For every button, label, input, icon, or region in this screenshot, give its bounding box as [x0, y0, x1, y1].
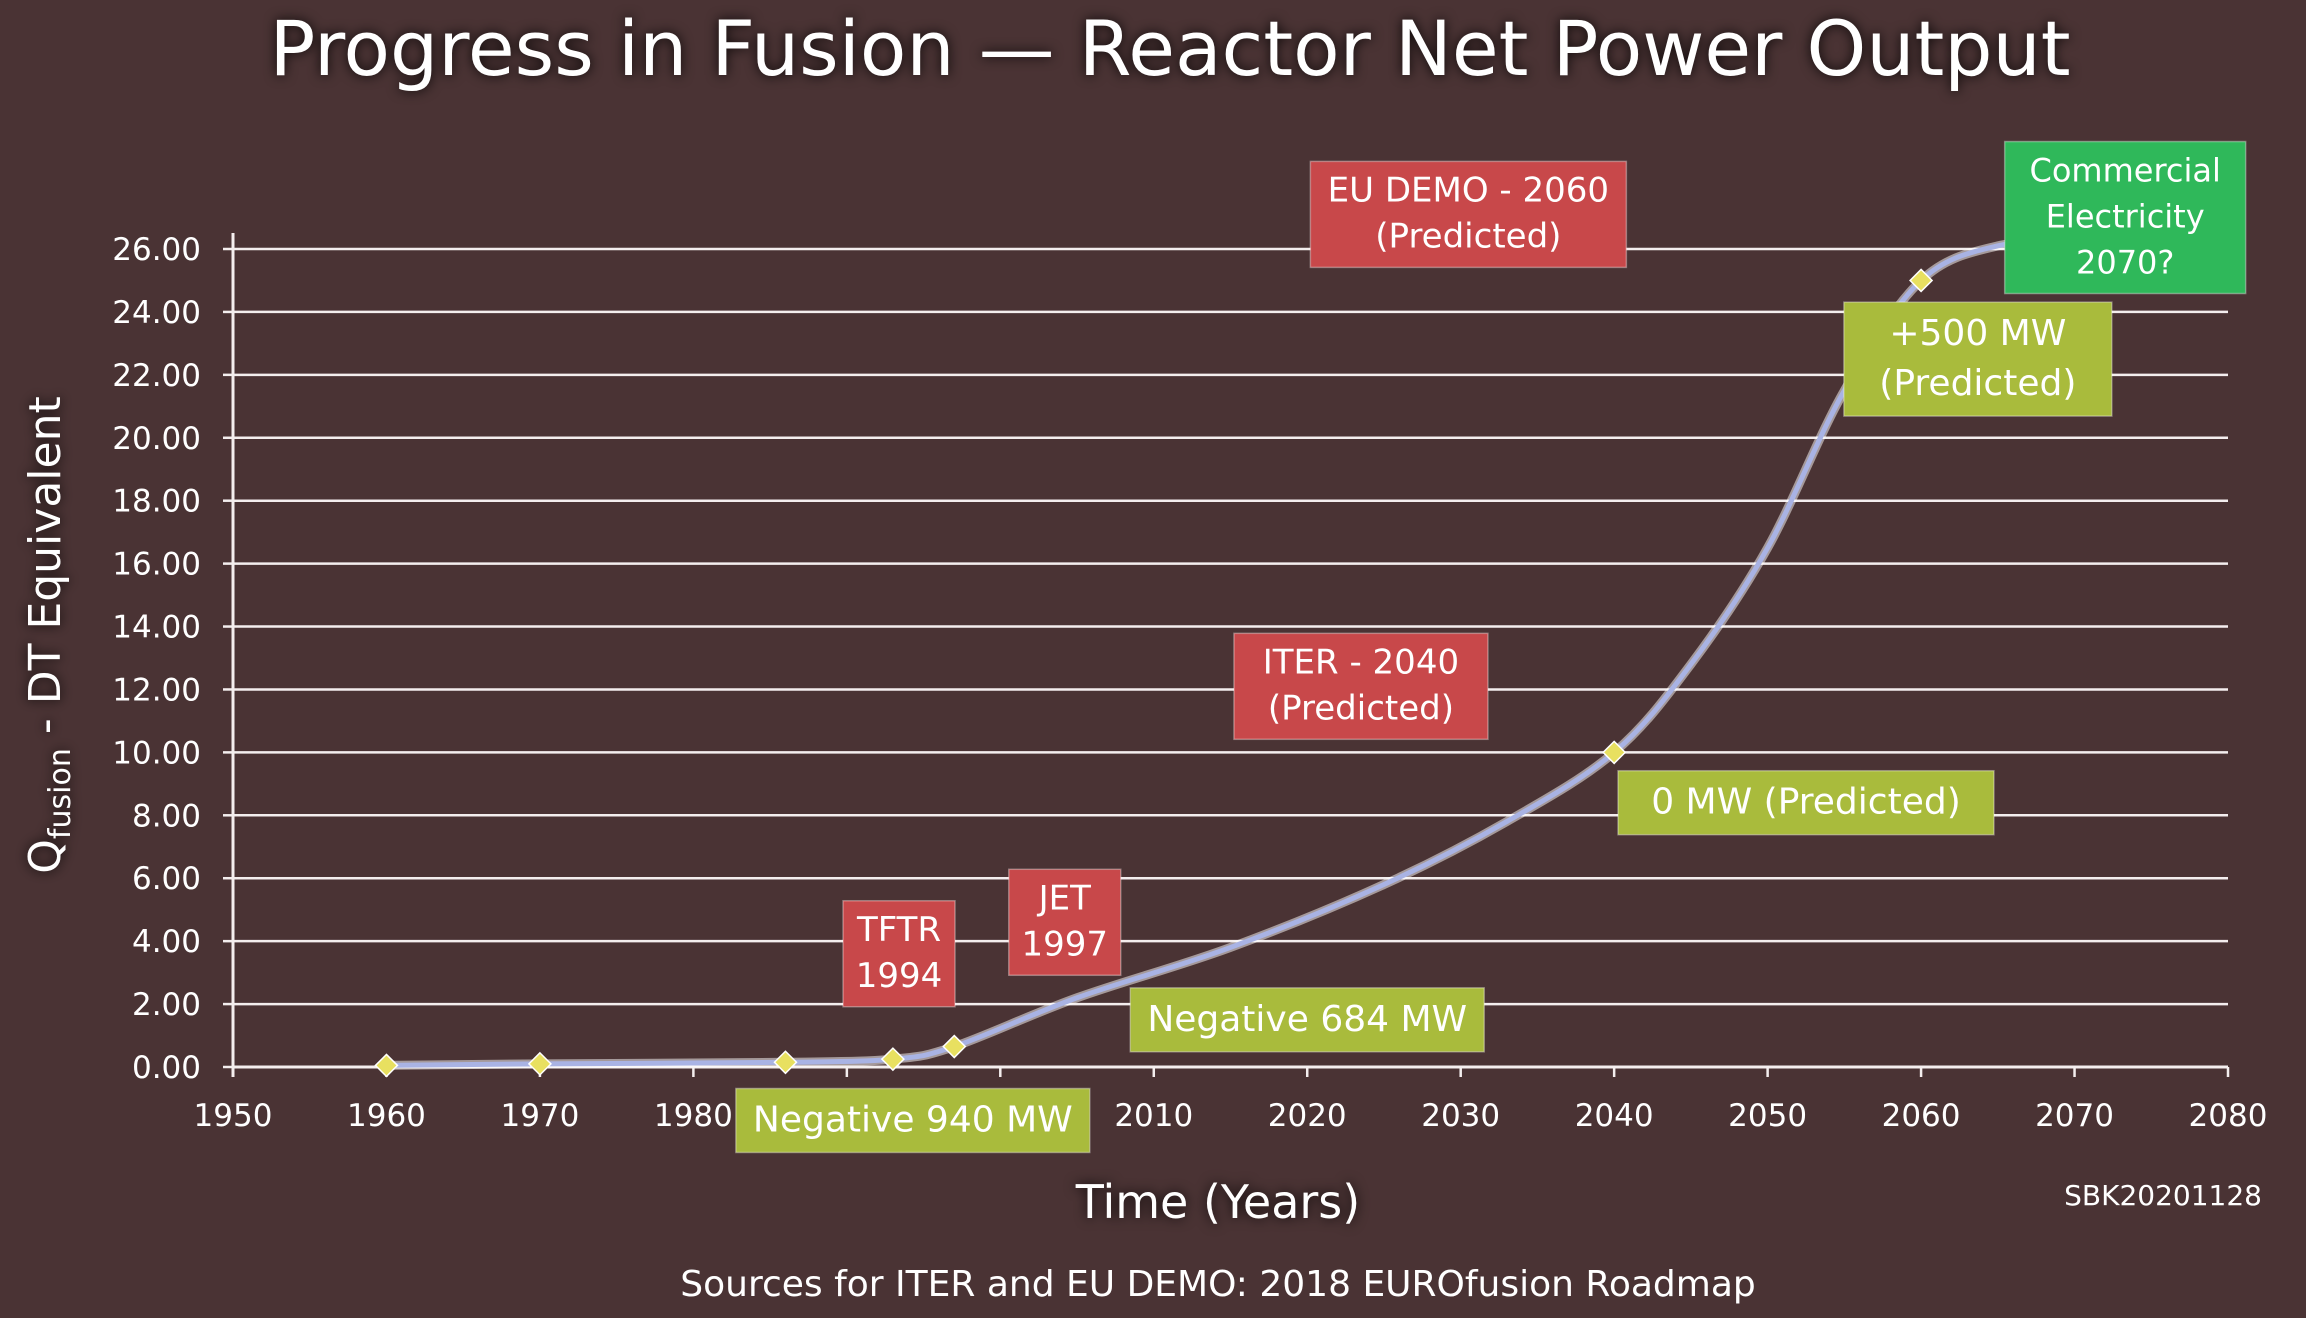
- annotation-red: TFTR 1994: [842, 899, 956, 1008]
- annotation-box: [842, 899, 956, 1008]
- y-tick-label: 14.00: [112, 610, 201, 646]
- y-tick-label: 18.00: [112, 484, 201, 520]
- x-tick-label: 2040: [1575, 1098, 1654, 1134]
- source-note: Sources for ITER and EU DEMO: 2018 EUROf…: [680, 1264, 1755, 1305]
- annotation-text: Negative 940 MW: [753, 1099, 1073, 1140]
- data-point: [880, 1047, 905, 1072]
- annotation-text: Commercial: [2029, 152, 2220, 190]
- data-point: [1909, 268, 1934, 293]
- data-point: [374, 1053, 399, 1078]
- x-tick-label: 1970: [500, 1098, 579, 1134]
- annotation-box: [2003, 140, 2247, 295]
- annotation-box: [1008, 868, 1122, 977]
- data-point: [942, 1034, 967, 1059]
- y-axis-label: Qfusion - DT Equivalent: [20, 396, 78, 873]
- data-point: [527, 1051, 552, 1076]
- y-tick-label: 26.00: [112, 232, 201, 268]
- annotation-yellowgreen: +500 MW (Predicted): [1843, 301, 2113, 417]
- annotation-text: 0 MW (Predicted): [1651, 782, 1961, 823]
- annotation-text: 2070?: [2076, 244, 2174, 282]
- annotation-text: ITER - 2040: [1263, 642, 1459, 682]
- annotation-box: [1233, 632, 1489, 741]
- y-tick-label: 20.00: [112, 421, 201, 457]
- data-point: [1602, 740, 1627, 765]
- annotation-text: 1994: [856, 956, 943, 996]
- annotation-text: Negative 684 MW: [1147, 999, 1467, 1040]
- data-points: [374, 230, 2087, 1078]
- x-tick-label: 2010: [1114, 1098, 1193, 1134]
- x-tick-label: 2070: [2035, 1098, 2114, 1134]
- annotation-text: Electricity: [2046, 198, 2205, 236]
- watermark: SBK20201128: [2064, 1179, 2262, 1212]
- annotation-box: [1617, 769, 1995, 836]
- annotation-yellowgreen: 0 MW (Predicted): [1617, 769, 1995, 836]
- y-tick-label: 4.00: [132, 924, 201, 960]
- annotation-yellowgreen: Negative 684 MW: [1129, 987, 1485, 1053]
- y-tick-label: 10.00: [112, 735, 201, 771]
- y-tick-label: 6.00: [132, 861, 201, 897]
- y-axis-label-rest: - DT Equivalent: [20, 396, 71, 748]
- x-axis-label: Time (Years): [1075, 1175, 1360, 1229]
- y-axis-label-main: Q: [20, 839, 71, 874]
- annotation-text: (Predicted): [1879, 363, 2076, 404]
- y-tick-label: 0.00: [132, 1050, 201, 1086]
- x-tick-label: 1960: [347, 1098, 426, 1134]
- y-tick-label: 12.00: [112, 672, 201, 708]
- y-tick-labels: 0.00 2.00 4.00 6.00 8.00 10.00 12.00 14.00 16.00…: [112, 232, 201, 1086]
- annotation-text: (Predicted): [1268, 688, 1454, 728]
- y-tick-label: 8.00: [132, 798, 201, 834]
- annotation-text: +500 MW: [1889, 313, 2066, 354]
- y-tick-label: 2.00: [132, 987, 201, 1023]
- data-point: [773, 1050, 798, 1075]
- x-tick-label: 1950: [194, 1098, 273, 1134]
- annotation-text: TFTR: [856, 910, 941, 950]
- y-axis-label-sub: fusion: [43, 748, 78, 839]
- x-tick-label: 2060: [1882, 1098, 1961, 1134]
- x-tick-label: 1980: [654, 1098, 733, 1134]
- annotation-text: 1997: [1021, 924, 1108, 964]
- annotation-yellowgreen: Negative 940 MW: [735, 1087, 1091, 1154]
- x-tick-label: 2020: [1268, 1098, 1347, 1134]
- annotation-box: [735, 1087, 1091, 1154]
- annotation-red: EU DEMO - 2060 (Predicted): [1309, 160, 1628, 269]
- annotation-green: Commercial Electricity 2070?: [2003, 140, 2247, 295]
- annotation-text: (Predicted): [1375, 217, 1561, 257]
- y-tick-label: 22.00: [112, 358, 201, 394]
- annotation-red: ITER - 2040 (Predicted): [1233, 632, 1489, 741]
- x-tick-label: 2080: [2189, 1098, 2268, 1134]
- y-tick-label: 24.00: [112, 295, 201, 331]
- annotation-text: EU DEMO - 2060: [1328, 171, 1609, 211]
- chart-title: Progress in Fusion — Reactor Net Power O…: [269, 4, 2070, 93]
- annotation-box: [1843, 301, 2113, 417]
- x-tick-label: 2030: [1421, 1098, 1500, 1134]
- y-tick-label: 16.00: [112, 547, 201, 583]
- annotation-box: [1309, 160, 1628, 269]
- x-tick-label: 2050: [1728, 1098, 1807, 1134]
- annotation-text: JET: [1037, 878, 1092, 918]
- annotation-box: [1129, 987, 1485, 1053]
- annotation-red: JET 1997: [1008, 868, 1122, 977]
